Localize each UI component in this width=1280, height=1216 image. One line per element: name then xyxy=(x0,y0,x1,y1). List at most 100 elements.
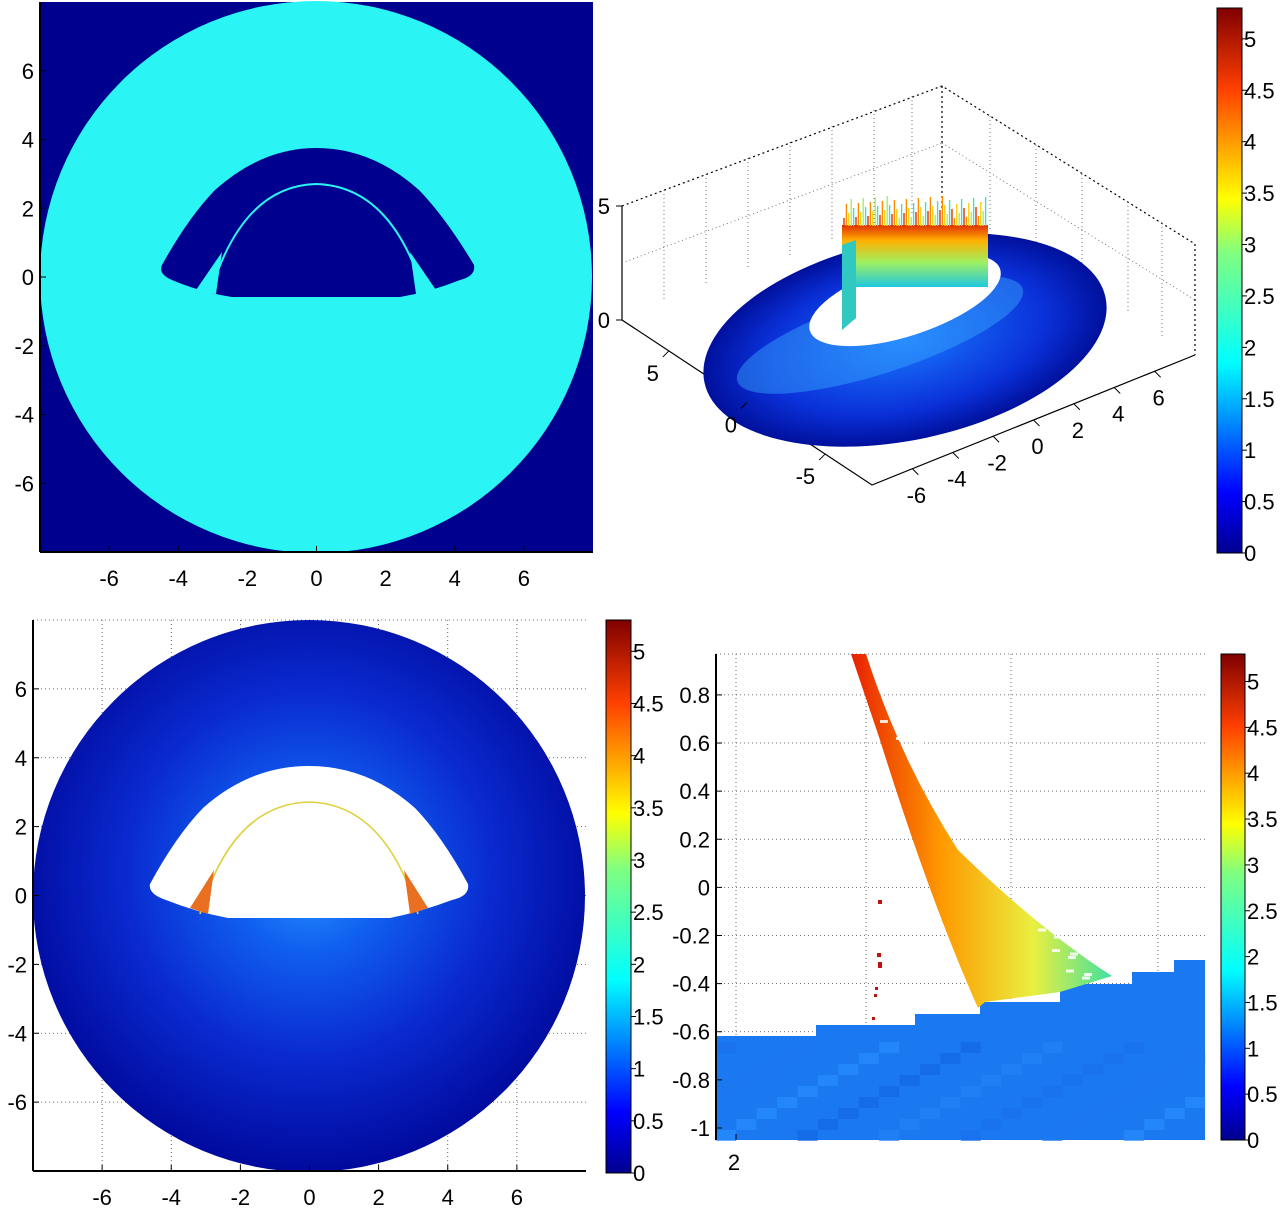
panel-bottom-left: -6 -4 -2 0 2 4 6 6 4 2 0 -2 -4 -6 5 4.5 4 3.5 3 2.5 2 1.5 1 0… xyxy=(7,619,664,1210)
tl-x-tick-label: 4 xyxy=(449,566,461,591)
bl-y-tick-label: -4 xyxy=(7,1021,27,1046)
br-band-speck xyxy=(1070,952,1078,956)
bl-colorbar-tick-label: 3 xyxy=(633,848,645,873)
br-base-cell xyxy=(777,1097,798,1108)
br-base-cell xyxy=(716,1130,736,1141)
br-band-speck xyxy=(928,761,936,764)
br-base-cell xyxy=(1124,1086,1144,1097)
bl-x-tick-label: -6 xyxy=(92,1185,112,1210)
br-base-cell xyxy=(1144,1075,1165,1086)
br-base-cell xyxy=(1022,1097,1042,1108)
br-band-speck xyxy=(968,826,976,829)
br-base-cell xyxy=(818,1075,838,1086)
br-x-tick-label: 2 xyxy=(728,1150,740,1175)
bl-y-ticks: 6 4 2 0 -2 -4 -6 xyxy=(7,677,39,1115)
bl-colorbar xyxy=(605,619,632,1174)
br-base-cell xyxy=(838,1064,859,1075)
bl-y-tick-label: -2 xyxy=(7,952,27,977)
br-base-cell xyxy=(899,1119,920,1130)
br-band-speck xyxy=(926,774,934,778)
br-x-ticks: 2 xyxy=(728,1134,740,1175)
br-band-speck xyxy=(1056,932,1064,935)
bl-x-tick-label: -2 xyxy=(231,1185,251,1210)
bl-y-tick-label: 0 xyxy=(15,884,27,909)
br-colorbar-tick-label: 4.5 xyxy=(1247,715,1278,740)
tr-colorbar-tick-label: 0.5 xyxy=(1244,490,1275,515)
tr-colorbar-tick-label: 3 xyxy=(1244,233,1256,258)
br-base-cell xyxy=(756,1108,777,1119)
tr-x-tick-label: -6 xyxy=(907,483,927,508)
tr-colorbar-tick-label: 4.5 xyxy=(1244,78,1275,103)
tr-z-tick-label: 0 xyxy=(598,308,610,333)
tl-y-ticks: 6 4 2 0 -2 -4 -6 xyxy=(14,59,46,496)
br-outlier-dots xyxy=(872,900,882,1020)
tl-x-ticks: -6 -4 -2 0 2 4 6 xyxy=(99,546,530,591)
bl-x-ticks: -6 -4 -2 0 2 4 6 xyxy=(92,1165,523,1210)
tr-y-tick-label: 5 xyxy=(647,361,659,386)
br-band-speck xyxy=(896,737,904,740)
br-colorbar-tick-label: 2 xyxy=(1247,945,1259,970)
br-band-speck xyxy=(952,819,960,822)
bl-colorbar-ticks: 5 4.5 4 3.5 3 2.5 2 1.5 1 0.5 0 xyxy=(631,639,664,1186)
br-band-specks xyxy=(880,720,1092,980)
br-base-cell xyxy=(818,1119,838,1130)
br-y-tick-label: -0.2 xyxy=(672,923,710,948)
tr-x-tick-mark xyxy=(912,468,919,476)
br-band-speck xyxy=(914,740,922,744)
bl-x-tick-label: -4 xyxy=(161,1185,181,1210)
br-band-speck xyxy=(980,850,988,853)
tl-x-tick-label: 6 xyxy=(518,566,530,591)
tr-colorbar-tick-label: 1.5 xyxy=(1244,387,1275,412)
tr-y-ticks: 5 0 -5 xyxy=(647,350,826,489)
br-colorbar-tick-label: 0.5 xyxy=(1247,1082,1278,1107)
tr-x-tick-mark xyxy=(1154,370,1161,378)
br-base-cell xyxy=(879,1042,900,1053)
tl-y-tick-label: -2 xyxy=(14,334,34,359)
br-base-cell xyxy=(1124,1130,1144,1141)
br-base-cell xyxy=(1042,1130,1063,1141)
tr-spike-wall-side xyxy=(842,240,856,330)
panel-bottom-right: 2 0.8 0.6 0.4 0.2 0 -0.2 -0.4 -0.6 -0.8 -1 5 4.5 4 3… xyxy=(672,653,1278,1175)
br-y-tick-label: -0.6 xyxy=(672,1020,710,1045)
br-base-cell xyxy=(940,1053,961,1064)
br-y-tick-label: 0.6 xyxy=(679,731,710,756)
br-base-cell xyxy=(960,1042,981,1053)
tr-x-tick-mark xyxy=(992,435,1000,443)
br-base-cell xyxy=(797,1086,818,1097)
br-y-ticks: 0.8 0.6 0.4 0.2 0 -0.2 -0.4 -0.6 -0.8 -1 xyxy=(672,683,722,1141)
br-band-speck xyxy=(1026,904,1034,908)
bl-arc-foot-right xyxy=(404,870,428,914)
br-band xyxy=(851,654,1112,1008)
bl-x-tick-label: 6 xyxy=(511,1185,523,1210)
bl-x-tick-label: 2 xyxy=(373,1185,385,1210)
br-base-block xyxy=(716,960,1205,1140)
tl-arc-foot-left xyxy=(196,252,222,294)
tr-colorbar-tick-label: 2.5 xyxy=(1244,284,1275,309)
bl-arc-foot-left xyxy=(190,870,214,914)
br-band-speck xyxy=(998,863,1006,867)
br-base-cell xyxy=(981,1075,1002,1086)
br-base-cell xyxy=(1185,1053,1206,1064)
br-base-cell xyxy=(1001,1064,1022,1075)
br-band-speck xyxy=(996,867,1004,870)
tl-x-tick-label: 0 xyxy=(310,566,322,591)
tl-x-tick-label: 2 xyxy=(380,566,392,591)
br-colorbar-tick-label: 3 xyxy=(1247,853,1259,878)
br-colorbar-tick-label: 5 xyxy=(1247,670,1259,695)
br-base-cell xyxy=(981,1119,1002,1130)
br-colorbar-tick-label: 1 xyxy=(1247,1036,1259,1061)
br-base-cell xyxy=(1164,1064,1185,1075)
br-band-speck xyxy=(1028,891,1036,894)
bl-inner-arc xyxy=(199,801,419,915)
tr-3d-grid xyxy=(621,96,1196,336)
tr-colorbar-tick-label: 2 xyxy=(1244,335,1256,360)
tr-x-tick-label: 6 xyxy=(1153,385,1165,410)
tl-x-tick-label: -4 xyxy=(168,566,188,591)
bl-colorbar-tick-label: 1.5 xyxy=(633,1004,664,1029)
tr-y-tick-mark xyxy=(662,350,670,358)
br-base-cells xyxy=(716,1042,1206,1141)
tl-y-tick-label: 0 xyxy=(22,265,34,290)
br-base-cell xyxy=(777,1053,798,1064)
